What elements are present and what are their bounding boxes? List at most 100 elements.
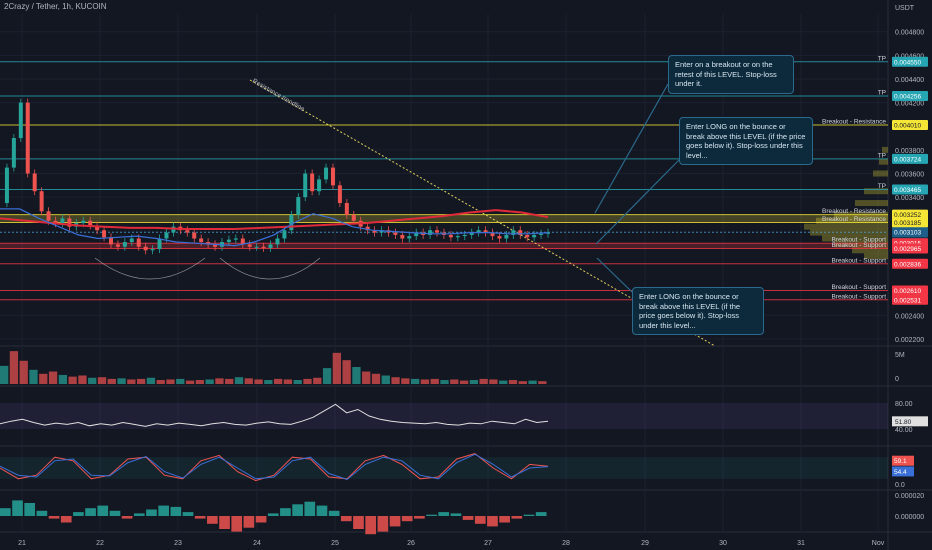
candle-body <box>511 230 516 235</box>
candle-body <box>275 238 280 245</box>
candle-body <box>365 226 370 231</box>
candle-body <box>88 220 93 226</box>
macd-bar <box>353 516 364 529</box>
volume-bar <box>185 380 195 384</box>
candle-body <box>60 218 65 224</box>
TP-level-label: TP <box>878 55 886 62</box>
candle-body <box>32 173 37 192</box>
stoch-value-badge <box>892 455 914 466</box>
candle-body <box>400 234 405 239</box>
ma_long-line <box>0 209 549 230</box>
volume-bar <box>362 371 371 384</box>
macd-bar <box>231 516 243 532</box>
volume-profile-bar <box>873 170 888 177</box>
volume-profile-bar <box>822 235 888 242</box>
candle-body <box>39 191 44 212</box>
volume-bar <box>459 380 469 384</box>
candle-body <box>102 230 107 238</box>
macd-bar <box>499 516 510 523</box>
candle-body <box>462 234 467 237</box>
volume-bar <box>39 373 48 384</box>
candle-body <box>379 230 384 233</box>
y-tick-label: 0.003600 <box>895 172 924 179</box>
candle-body <box>115 244 120 247</box>
price-axis-unit: USDT <box>895 5 915 12</box>
macd-tick-label: 0.000020 <box>895 493 924 500</box>
x-tick-label: 31 <box>797 540 805 547</box>
macd-bar <box>316 505 328 516</box>
macd-bar <box>0 508 11 516</box>
volume-bar <box>479 378 488 384</box>
cup-arc <box>94 257 206 280</box>
note-text: Enter LONG on the bounce or break above … <box>639 292 741 330</box>
candle-body <box>337 185 342 204</box>
price-badge-label: 0.003724 <box>894 156 921 163</box>
candle-body <box>497 236 502 239</box>
volume-bar <box>381 375 390 384</box>
volume-bar <box>127 379 136 384</box>
macd-bar <box>182 512 194 516</box>
price-badge <box>892 285 928 296</box>
volume-bar <box>166 379 175 384</box>
price-badge-label: 0.002531 <box>894 297 921 304</box>
macd-bar <box>511 516 523 519</box>
volume-bar <box>499 380 508 384</box>
candle-body <box>108 237 113 245</box>
macd-bar <box>109 510 121 516</box>
price-badge <box>892 91 928 102</box>
price-badge-label: 0.002836 <box>894 261 921 268</box>
macd-bar <box>267 513 279 516</box>
candle-body <box>448 234 453 238</box>
macd-bar <box>340 516 352 522</box>
support-level-label: Breakout - Support <box>831 242 886 249</box>
macd-bar <box>462 516 474 520</box>
volume-bar <box>195 380 204 384</box>
macd-bar <box>523 514 535 516</box>
candle-body <box>95 225 100 231</box>
TP-level-label: TP <box>878 183 886 190</box>
price-badge <box>892 258 928 269</box>
x-tick-label: 29 <box>641 540 649 547</box>
volume-bar <box>78 375 87 384</box>
resistance-zone <box>0 214 888 223</box>
volume-bar <box>283 379 293 384</box>
volume-bar <box>97 377 107 384</box>
macd-bar <box>36 510 48 516</box>
macd-bar <box>487 516 498 527</box>
macd-bar <box>85 508 96 516</box>
candle-body <box>282 230 287 239</box>
volume-bar <box>117 378 126 384</box>
price-badge-label: 0.004010 <box>894 123 921 130</box>
volume-bar <box>48 371 58 384</box>
volume-bar <box>107 378 116 384</box>
macd-bar <box>255 516 267 523</box>
macd-bar <box>426 514 437 516</box>
macd-bar <box>450 513 462 516</box>
price-badge <box>892 153 928 164</box>
ma_mid-line <box>0 208 549 247</box>
x-tick-label: 27 <box>484 540 492 547</box>
resistance-level-label: Breakout - Resistance <box>822 216 886 223</box>
candle-body <box>254 246 259 248</box>
volume-bar <box>401 378 410 384</box>
macd-bar <box>365 516 377 535</box>
volume-profile-bar <box>804 223 888 230</box>
candle-body <box>330 167 335 186</box>
note-text: Enter LONG on the bounce or break above … <box>686 122 806 160</box>
candle-body <box>476 230 481 233</box>
macd-bar <box>158 505 169 516</box>
stoch-value-label: 54.4 <box>894 469 907 476</box>
candle-body <box>122 242 127 247</box>
price-badge-label: 0.003185 <box>894 220 921 227</box>
price-badge-label: 0.003252 <box>894 212 921 219</box>
candle-body <box>428 230 433 235</box>
macd-bar <box>292 504 303 516</box>
volume-bar <box>254 379 263 384</box>
candle-body <box>192 232 197 239</box>
macd-bar <box>535 512 547 516</box>
macd-bar <box>377 516 389 532</box>
candle-body <box>490 232 495 237</box>
price-badge <box>892 56 928 67</box>
volume-bar <box>371 373 381 384</box>
volume-profile-bar <box>864 253 888 260</box>
